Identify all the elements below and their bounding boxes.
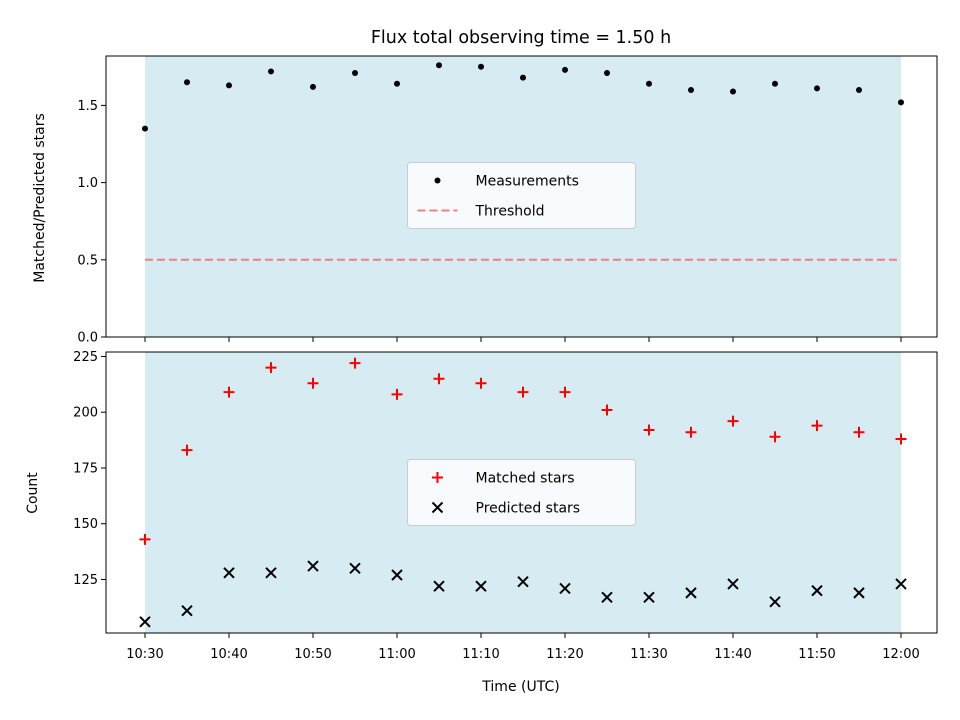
predicted-stars-point [853,587,865,599]
chart-title: Flux total observing time = 1.50 h [371,28,671,48]
predicted-stars-point [643,591,655,604]
predicted-stars-point [349,562,361,575]
measurement-point [436,62,442,69]
x-tick-label: 11:00 [378,647,415,662]
y-tick-label: 150 [73,517,98,532]
x-tick-label: 11:10 [462,647,499,662]
x-tick-label: 11:20 [546,647,583,662]
predicted-stars-point [307,560,319,572]
measurement-point [772,80,778,87]
y-tick-label: 225 [73,350,98,365]
x-tick-label: 12:00 [882,647,919,662]
predicted-stars-point [391,569,403,581]
predicted-stars-point [433,580,445,592]
predicted-stars-point [895,578,907,590]
legend: Matched stars Predicted stars [407,459,636,526]
bottom-panel: 125 150 175 200 225 10:30 10:40 10:50 11:00 11:10… [73,350,938,662]
predicted-stars-point [223,567,235,579]
matched-stars-point [769,431,781,443]
measurement-point [814,85,820,92]
legend-box [407,459,636,526]
measurement-point [520,74,526,81]
plot-frame [105,55,938,338]
plot-frame [105,351,938,634]
measurement-point [562,66,568,73]
legend-label: Threshold [475,204,545,220]
measurement-point [688,86,694,93]
bottom-y-axis-label: Count [25,472,41,514]
matched-stars-point [223,386,235,398]
y-tick-label: 125 [73,573,98,588]
matched-stars-point [601,404,613,416]
matched-stars-point [853,426,865,438]
y-tick-label: 0.0 [77,331,98,346]
predicted-stars-point [685,587,697,599]
matched-stars-point [349,357,361,369]
top-y-axis-label: Matched/Predicted stars [32,113,48,283]
matched-stars-point [475,377,487,389]
x-tick-label: 11:30 [630,647,667,662]
y-tick-label: 200 [73,406,98,421]
predicted-stars-point [181,604,193,617]
y-tick-label: 0.5 [77,253,98,268]
x-tick-label: 11:50 [798,647,835,662]
x-tick-label: 10:50 [294,647,331,662]
legend-marker [432,472,443,483]
matched-stars-point [307,377,319,389]
measurement-point [142,125,148,132]
matched-stars-point [517,386,529,398]
top-panel: 0.0 0.5 1.0 1.5 Measurements Threshold [77,55,938,346]
measurement-point [604,69,610,76]
matched-stars-point [895,433,907,445]
legend-label: Measurements [476,174,579,190]
legend-label: Matched stars [476,471,575,487]
matched-stars-point [433,373,445,385]
predicted-stars-point [475,580,487,592]
measurement-point [856,86,862,93]
y-tick-label: 1.5 [77,99,98,114]
matched-stars-point [685,426,697,438]
predicted-stars-point [517,575,529,588]
predicted-stars-point [559,582,571,595]
measurement-point [310,83,316,90]
legend-box [407,162,636,229]
legend-marker [434,177,441,184]
matched-stars-point [181,444,193,456]
measurement-point [646,80,652,87]
measurement-point [730,88,736,95]
predicted-stars-point [139,616,151,628]
measurement-point [226,82,232,89]
y-tick-label: 1.0 [77,176,98,191]
matched-stars-point [559,386,571,398]
measurement-point [268,68,274,75]
predicted-stars-point [811,584,823,597]
y-tick-label: 175 [73,461,98,476]
legend-marker [431,501,444,514]
legend-label: Predicted stars [476,501,581,517]
matched-stars-point [139,533,151,545]
x-tick-label: 10:40 [210,647,247,662]
x-tick-label: 11:40 [714,647,751,662]
measurement-point [478,63,484,70]
matched-stars-point [727,415,739,427]
predicted-stars-point [601,591,613,604]
measurement-point [898,99,904,106]
measurement-point [394,80,400,87]
legend: Measurements Threshold [407,162,636,229]
predicted-stars-point [265,567,277,579]
predicted-stars-point [769,596,781,608]
matched-stars-point [265,362,277,374]
x-tick-label: 10:30 [126,647,163,662]
predicted-stars-point [727,578,739,590]
x-axis-label: Time (UTC) [481,679,559,695]
matched-stars-point [643,424,655,436]
matched-stars-point [391,388,403,400]
matched-stars-point [811,420,823,432]
measurement-point [352,69,358,76]
measurement-point [184,79,190,86]
